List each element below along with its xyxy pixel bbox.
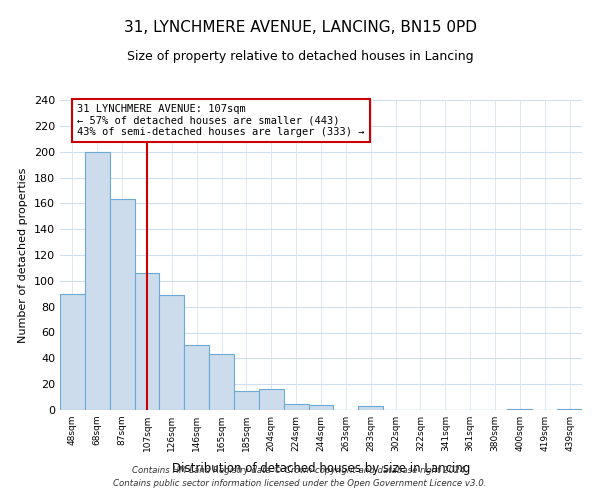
Text: Size of property relative to detached houses in Lancing: Size of property relative to detached ho…	[127, 50, 473, 63]
Text: 31 LYNCHMERE AVENUE: 107sqm
← 57% of detached houses are smaller (443)
43% of se: 31 LYNCHMERE AVENUE: 107sqm ← 57% of det…	[77, 104, 365, 137]
Bar	[508, 408, 532, 410]
Bar	[134, 273, 160, 410]
Bar	[209, 354, 234, 410]
Bar	[308, 405, 334, 410]
Bar	[60, 294, 85, 410]
Text: 31, LYNCHMERE AVENUE, LANCING, BN15 0PD: 31, LYNCHMERE AVENUE, LANCING, BN15 0PD	[124, 20, 476, 35]
Bar	[234, 390, 259, 410]
Bar	[184, 346, 209, 410]
Bar	[110, 200, 134, 410]
Y-axis label: Number of detached properties: Number of detached properties	[19, 168, 28, 342]
Bar	[284, 404, 308, 410]
X-axis label: Distribution of detached houses by size in Lancing: Distribution of detached houses by size …	[172, 462, 470, 475]
Bar	[85, 152, 110, 410]
Bar	[259, 390, 284, 410]
Bar	[557, 408, 582, 410]
Bar	[160, 295, 184, 410]
Bar	[358, 406, 383, 410]
Text: Contains HM Land Registry data © Crown copyright and database right 2024.
Contai: Contains HM Land Registry data © Crown c…	[113, 466, 487, 487]
